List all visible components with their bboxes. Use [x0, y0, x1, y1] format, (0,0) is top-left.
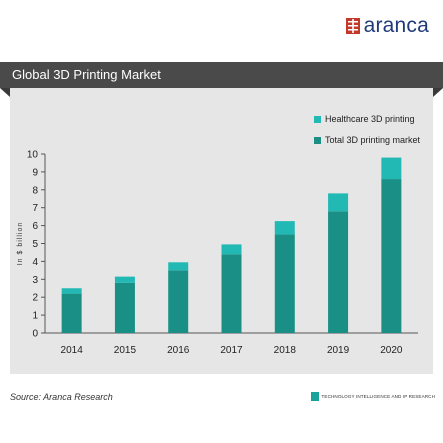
bar-total-2017 [221, 254, 242, 333]
bar-healthcare-2014 [61, 288, 82, 294]
y-tick-label: 2 [32, 293, 38, 304]
bar-total-2015 [114, 282, 135, 333]
tagline-icon [310, 392, 319, 401]
x-tick-label: 2014 [61, 345, 84, 356]
x-tick-label: 2019 [327, 345, 350, 356]
bar-total-2020 [381, 179, 402, 333]
bar-healthcare-2018 [274, 221, 295, 235]
legend-swatch-healthcare [314, 116, 321, 123]
bar-total-2019 [328, 211, 349, 333]
bar-total-2016 [168, 270, 189, 333]
y-tick-label: 5 [32, 239, 38, 250]
title-bar-fold-left [0, 88, 10, 97]
y-tick-label: 1 [32, 311, 38, 322]
y-tick-label: 10 [27, 150, 39, 161]
bar-healthcare-2019 [328, 193, 349, 212]
bar-total-2014 [61, 293, 82, 333]
y-tick-label: 4 [32, 257, 38, 268]
x-tick-label: 2015 [114, 345, 137, 356]
brand-logo: aranca [345, 14, 429, 38]
y-tick-label: 9 [32, 167, 38, 178]
chart-canvas: 0 1 2 3 4 5 6 7 8 9 10 In $ billion 2014 2015 2016 2017… [17, 114, 421, 356]
y-axis-title: In $ billion [17, 222, 24, 266]
y-tick-label: 8 [32, 185, 38, 196]
y-tick-label: 0 [32, 329, 38, 340]
footer-tagline: TECHNOLOGY INTELLIGENCE AND IP RESEARCH [310, 392, 436, 401]
chart-panel: 0 1 2 3 4 5 6 7 8 9 10 In $ billion 2014 2015 2016 2017… [10, 88, 433, 374]
legend-label-healthcare: Healthcare 3D printing [325, 114, 415, 124]
legend-label-total: Total 3D printing market [325, 135, 421, 145]
bar-healthcare-2017 [221, 244, 242, 255]
bar-total-2018 [274, 234, 295, 333]
tagline-text: TECHNOLOGY INTELLIGENCE AND IP RESEARCH [321, 394, 435, 399]
source-note: Source: Aranca Research [10, 392, 113, 402]
x-tick-label: 2018 [274, 345, 297, 356]
bar-healthcare-2015 [114, 276, 135, 283]
y-tick-label: 7 [32, 203, 38, 214]
title-bar: Global 3D Printing Market [0, 62, 443, 88]
page-title: Global 3D Printing Market [12, 67, 161, 82]
bar-healthcare-2016 [168, 262, 189, 271]
logo-mark-icon [345, 18, 360, 34]
x-tick-label: 2016 [167, 345, 190, 356]
title-bar-fold-right [433, 88, 443, 97]
x-tick-label: 2020 [380, 345, 403, 356]
y-tick-label: 3 [32, 275, 38, 286]
legend-swatch-total [314, 137, 321, 144]
bar-healthcare-2020 [381, 157, 402, 180]
y-tick-label: 6 [32, 221, 38, 232]
brand-name: aranca [363, 14, 429, 37]
x-tick-label: 2017 [220, 345, 243, 356]
